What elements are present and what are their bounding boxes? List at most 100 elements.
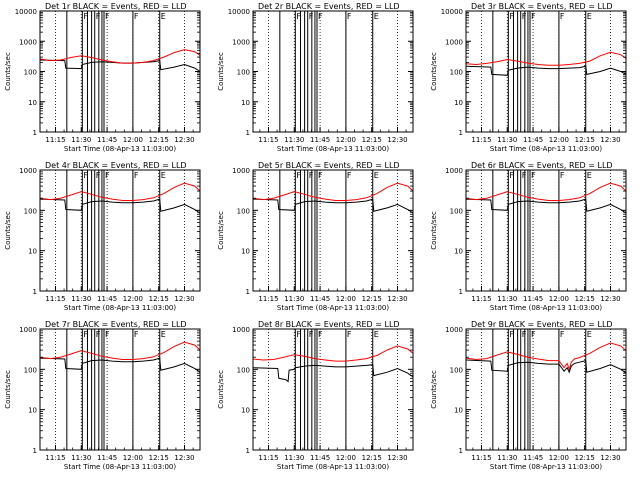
y-tick-label: 1 — [33, 447, 37, 455]
series-line-lld — [39, 49, 201, 64]
plot-frame — [39, 328, 201, 451]
flag-label: F — [531, 330, 536, 339]
y-tick-label: 100 — [450, 366, 463, 374]
flag-label: F — [309, 330, 314, 339]
x-tick-label: 11:30 — [71, 295, 91, 303]
chart-title: Det 8r BLACK = Events, RED = LLD — [258, 320, 400, 329]
y-tick-label: 10 — [28, 248, 37, 256]
chart-title: Det 4r BLACK = Events, RED = LLD — [45, 161, 187, 170]
y-tick-label: 1000 — [232, 167, 250, 175]
x-axis-label: Start Time (08-Apr-13 11:03:00) — [277, 145, 389, 153]
y-tick-label: 1000 — [19, 167, 37, 175]
y-axis-label: Counts/sec — [4, 52, 12, 91]
flag-label: F — [522, 12, 527, 21]
x-tick-label: 11:45 — [310, 136, 330, 144]
y-tick-label: 1000 — [19, 326, 37, 334]
flag-label: F — [83, 171, 88, 180]
x-tick-label: 11:30 — [497, 295, 517, 303]
series-line-events — [39, 198, 201, 214]
x-tick-label: 11:45 — [97, 454, 117, 462]
x-tick-label: 11:30 — [284, 136, 304, 144]
series-line-lld — [465, 182, 627, 201]
series-line-lld — [465, 342, 627, 371]
chart-panel-5: Det 5r BLACK = Events, RED = LLD Counts/s… — [217, 161, 414, 312]
x-tick-label: 12:30 — [600, 454, 620, 462]
flag-label: F — [560, 330, 565, 339]
x-tick-label: 11:15 — [258, 454, 278, 462]
chart-panel-1: Det 1r BLACK = Events, RED = LLD Counts/s… — [4, 2, 201, 153]
flag-label: E — [587, 171, 592, 180]
x-tick-label: 12:30 — [600, 136, 620, 144]
y-tick-label: 100 — [450, 69, 463, 77]
y-tick-label: 10 — [454, 248, 463, 256]
flag-label: E — [587, 330, 592, 339]
x-axis-label: Start Time (08-Apr-13 11:03:00) — [277, 304, 389, 312]
y-tick-label: 1000 — [232, 326, 250, 334]
series-line-events — [465, 359, 627, 374]
x-tick-label: 12:00 — [336, 454, 356, 462]
plot-frame — [252, 328, 414, 451]
y-tick-label: 1000 — [232, 38, 250, 46]
flag-label: F — [509, 330, 514, 339]
x-tick-label: 11:15 — [258, 136, 278, 144]
y-tick-label: 1 — [33, 288, 37, 296]
x-tick-label: 11:30 — [284, 295, 304, 303]
flag-label: E — [374, 330, 379, 339]
chart-title: Det 9r BLACK = Events, RED = LLD — [471, 320, 613, 329]
y-tick-label: 10000 — [441, 8, 463, 16]
y-tick-label: 100 — [237, 207, 250, 215]
y-tick-label: 10 — [241, 99, 250, 107]
flag-label: E — [374, 12, 379, 21]
x-axis-label: Start Time (08-Apr-13 11:03:00) — [490, 304, 602, 312]
y-axis-label: Counts/sec — [4, 211, 12, 250]
flag-label: F — [309, 171, 314, 180]
y-tick-label: 100 — [24, 207, 37, 215]
x-tick-label: 11:15 — [471, 136, 491, 144]
x-tick-label: 12:15 — [362, 136, 382, 144]
x-tick-label: 12:15 — [575, 295, 595, 303]
chart-panel-2: Det 2r BLACK = Events, RED = LLD Counts/s… — [217, 2, 414, 153]
x-tick-label: 11:30 — [497, 136, 517, 144]
flag-label: F — [134, 12, 139, 21]
x-axis-label: Start Time (08-Apr-13 11:03:00) — [490, 463, 602, 471]
y-tick-label: 100 — [450, 207, 463, 215]
x-tick-label: 12:30 — [174, 295, 194, 303]
y-tick-label: 100 — [237, 69, 250, 77]
plot-frame — [252, 169, 414, 292]
y-axis-label: Counts/sec — [430, 370, 438, 409]
x-tick-label: 11:45 — [310, 295, 330, 303]
flag-label: F — [531, 12, 536, 21]
x-tick-label: 11:15 — [45, 136, 65, 144]
y-tick-label: 1000 — [19, 38, 37, 46]
flag-label: F — [296, 12, 301, 21]
x-tick-label: 12:15 — [149, 454, 169, 462]
flag-label: F — [347, 12, 352, 21]
chart-title: Det 3r BLACK = Events, RED = LLD — [471, 2, 613, 11]
flag-label: F — [560, 171, 565, 180]
x-tick-label: 11:15 — [45, 295, 65, 303]
chart-panel-3: Det 3r BLACK = Events, RED = LLD Counts/s… — [430, 2, 627, 153]
flag-label: F — [509, 12, 514, 21]
flag-label: F — [531, 171, 536, 180]
series-line-lld — [465, 51, 627, 66]
y-tick-label: 100 — [24, 69, 37, 77]
x-tick-label: 12:00 — [123, 136, 143, 144]
flag-label: F — [96, 12, 101, 21]
flag-label: F — [347, 171, 352, 180]
flag-label: F — [134, 171, 139, 180]
y-tick-label: 100 — [237, 366, 250, 374]
chart-panel-7: Det 7r BLACK = Events, RED = LLD Counts/s… — [4, 320, 201, 471]
x-tick-label: 12:15 — [149, 295, 169, 303]
x-axis-label: Start Time (08-Apr-13 11:03:00) — [64, 145, 176, 153]
x-tick-label: 12:30 — [387, 295, 407, 303]
x-tick-label: 11:45 — [523, 454, 543, 462]
x-tick-label: 12:00 — [549, 136, 569, 144]
chart-panel-8: Det 8r BLACK = Events, RED = LLD Counts/s… — [217, 320, 414, 471]
chart-panel-4: Det 4r BLACK = Events, RED = LLD Counts/s… — [4, 161, 201, 312]
x-tick-label: 12:00 — [123, 295, 143, 303]
x-axis-label: Start Time (08-Apr-13 11:03:00) — [490, 145, 602, 153]
flag-label: F — [105, 171, 110, 180]
y-tick-label: 10000 — [228, 8, 250, 16]
plot-frame — [465, 328, 627, 451]
y-tick-label: 1000 — [445, 38, 463, 46]
